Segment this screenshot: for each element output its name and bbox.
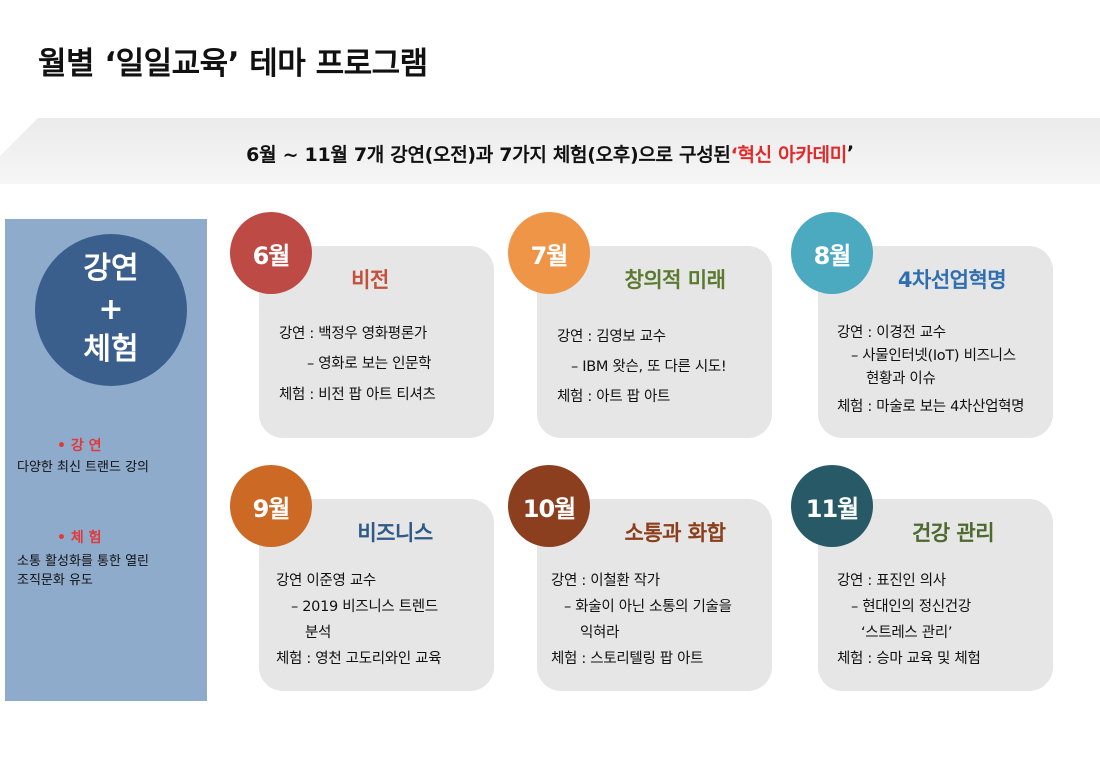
october-line-4: 체험 : 스토리텔링 팝 아트: [551, 651, 704, 667]
lecture-description: 다양한 최신 트랜드 강의: [17, 460, 149, 475]
lecture-heading: • 강 연: [57, 438, 102, 454]
august-line-1: 강연 : 이경전 교수: [837, 325, 946, 341]
summary-banner: 6월 ~ 11월 7개 강연(오전)과 7가지 체험(오후)으로 구성된 ‘혁신…: [0, 118, 1100, 184]
banner-accent-text: ‘혁신 아카데미: [730, 143, 848, 166]
month-badge-october: 10월: [508, 465, 590, 547]
july-line-1: 강연 : 김영보 교수: [557, 329, 666, 345]
banner-close-quote: ’: [846, 142, 854, 164]
experience-description-line2: 조직문화 유도: [17, 573, 93, 588]
page-title: 월별 ‘일일교육’ 테마 프로그램: [38, 46, 428, 82]
banner-shape: [0, 118, 1100, 184]
september-line-4: 체험 : 영천 고도리와인 교육: [276, 651, 442, 667]
badge-line-plus: +: [98, 291, 124, 327]
theme-september: 비즈니스: [357, 521, 433, 545]
month-badge-august: 8월: [791, 212, 873, 294]
theme-june: 비전: [351, 268, 389, 292]
month-badge-june: 6월: [230, 212, 312, 294]
august-line-4: 체험 : 마술로 보는 4차산업혁명: [837, 399, 1025, 415]
june-line-1: 강연 : 백정우 영화평론가: [279, 326, 427, 342]
october-line-3: 익혀라: [580, 625, 620, 641]
lecture-plus-experience-badge: 강연 + 체험: [35, 234, 187, 386]
august-line-2: – 사물인터넷(IoT) 비즈니스: [851, 348, 1016, 364]
badge-line-lecture: 강연: [83, 251, 139, 287]
july-line-2: – IBM 왓슨, 또 다른 시도!: [571, 359, 727, 375]
banner-main-text: 6월 ~ 11월 7개 강연(오전)과 7가지 체험(오후)으로 구성된: [246, 143, 731, 166]
november-line-1: 강연 : 표진인 의사: [837, 573, 946, 589]
september-line-1: 강연 이준영 교수: [276, 573, 376, 589]
september-line-2: – 2019 비즈니스 트렌드: [291, 599, 438, 615]
august-line-3: 현황과 이슈: [866, 371, 936, 387]
july-line-3: 체험 : 아트 팝 아트: [557, 389, 671, 405]
theme-august: 4차선업혁명: [897, 268, 1007, 292]
month-badge-september: 9월: [230, 465, 312, 547]
sidebar-panel: 강연 + 체험 • 강 연 다양한 최신 트랜드 강의 • 체 험 소통 활성화…: [5, 219, 207, 701]
october-line-1: 강연 : 이철환 작가: [551, 573, 660, 589]
november-line-2: – 현대인의 정신건강: [851, 599, 971, 615]
november-line-4: 체험 : 승마 교육 및 체험: [837, 651, 981, 667]
month-badge-july: 7월: [508, 212, 590, 294]
june-line-2: – 영화로 보는 인문학: [307, 356, 432, 372]
october-line-2: – 화술이 아닌 소통의 기술을: [564, 599, 732, 615]
month-badge-november: 11월: [791, 465, 873, 547]
theme-october: 소통과 화합: [624, 521, 726, 545]
september-line-3: 분석: [305, 625, 332, 641]
banner-text: 6월 ~ 11월 7개 강연(오전)과 7가지 체험(오후)으로 구성된 ‘혁신…: [0, 118, 1100, 184]
november-line-3: ‘스트레스 관리’: [861, 625, 953, 641]
badge-line-experience: 체험: [83, 332, 139, 368]
theme-november: 건강 관리: [911, 521, 995, 545]
theme-july: 창의적 미래: [624, 268, 726, 292]
experience-heading: • 체 험: [57, 530, 102, 546]
experience-description-line1: 소통 활성화를 통한 열린: [17, 554, 149, 569]
june-line-3: 체험 : 비전 팝 아트 티셔츠: [279, 387, 436, 403]
